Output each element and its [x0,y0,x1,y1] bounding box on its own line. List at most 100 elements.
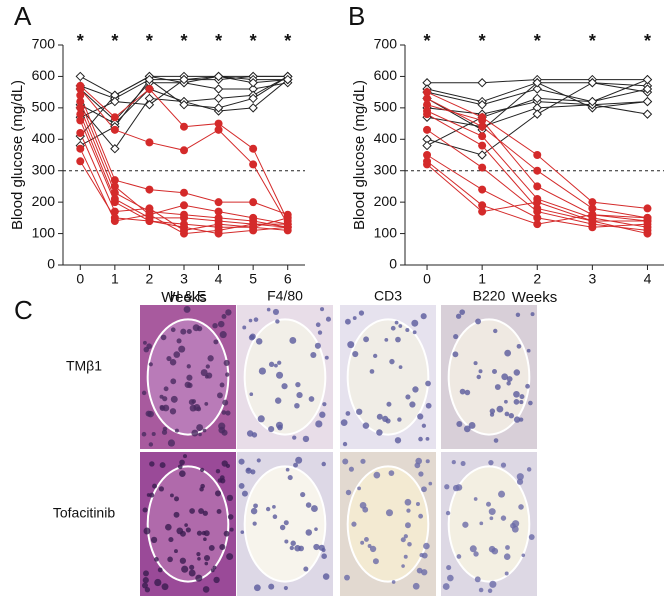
nucleus [473,497,478,501]
y-axis-label: Blood glucose (mg/dL) [9,80,26,230]
nucleus [489,580,497,588]
nucleus [159,404,165,410]
nucleus [274,363,278,368]
marker [214,229,223,238]
nucleus [372,558,379,565]
nucleus [416,567,423,574]
nucleus [463,425,471,433]
nucleus [246,467,251,472]
marker [283,223,292,232]
nucleus [241,490,248,497]
nucleus [504,571,509,576]
x-tick-label: 6 [284,271,292,287]
nucleus [162,426,168,432]
marker [213,71,224,82]
islet [447,465,531,583]
nucleus [180,328,187,335]
marker [110,207,119,216]
marker [76,85,85,93]
nucleus [516,478,524,485]
nucleus [456,554,462,559]
marker [643,226,652,235]
marker [110,213,119,222]
nucleus [149,461,155,467]
nucleus [321,553,327,559]
marker [588,217,597,225]
micrograph [340,305,436,449]
marker [423,160,432,169]
nucleus [294,544,301,552]
nucleus [189,564,195,570]
marker [179,74,189,85]
nucleus [515,312,521,318]
nucleus [279,524,286,531]
y-tick-label: 200 [374,193,398,209]
nucleus [142,577,149,584]
marker [533,166,542,175]
nucleus [204,561,209,566]
nucleus [411,319,419,327]
nucleus [293,462,298,468]
nucleus [405,522,411,529]
nucleus [493,328,498,334]
nucleus [180,530,186,537]
marker [214,125,223,134]
islet [346,465,430,583]
x-tick-label: 2 [146,271,154,287]
nucleus [290,540,296,546]
nucleus [179,557,187,564]
nucleus [528,400,533,406]
nucleus [179,459,185,466]
column-header: H & E [170,288,207,304]
marker [642,74,653,85]
nucleus [428,481,433,486]
nucleus [417,413,424,420]
nucleus [219,382,225,388]
marker [248,93,258,104]
nucleus [268,425,275,433]
nucleus [360,458,366,464]
nucleus [202,586,210,593]
nucleus [221,429,228,436]
nucleus [198,432,202,437]
nucleus [504,411,510,417]
nucleus [421,423,427,428]
nucleus [491,547,499,555]
marker [248,103,258,113]
nucleus [256,458,261,463]
nucleus [225,372,230,377]
nucleus [489,516,494,521]
nucleus [503,553,511,560]
nucleus [203,555,211,562]
nucleus [191,429,199,437]
panel-label: A [14,1,32,31]
marker [180,201,188,210]
nucleus [200,369,208,377]
significance-star: * [77,31,84,51]
nucleus [518,504,524,510]
nucleus [207,355,214,362]
x-axis-label: Weeks [161,289,207,306]
marker [76,97,85,106]
marker [180,122,188,131]
marker [76,110,85,119]
marker [533,213,542,222]
marker [76,116,85,125]
nucleus [315,322,321,328]
nucleus [141,582,149,589]
marker [532,84,542,94]
nucleus [216,509,222,514]
nucleus [221,314,227,319]
nucleus [516,343,522,349]
nucleus [253,584,261,592]
nucleus [362,422,370,429]
nucleus [242,325,247,330]
nucleus [287,474,293,481]
marker [180,223,188,232]
nucleus [476,374,482,380]
nucleus [386,401,392,407]
y-tick-label: 400 [32,130,56,146]
nucleus [272,514,278,520]
nucleus [305,529,313,536]
nucleus [266,307,271,312]
